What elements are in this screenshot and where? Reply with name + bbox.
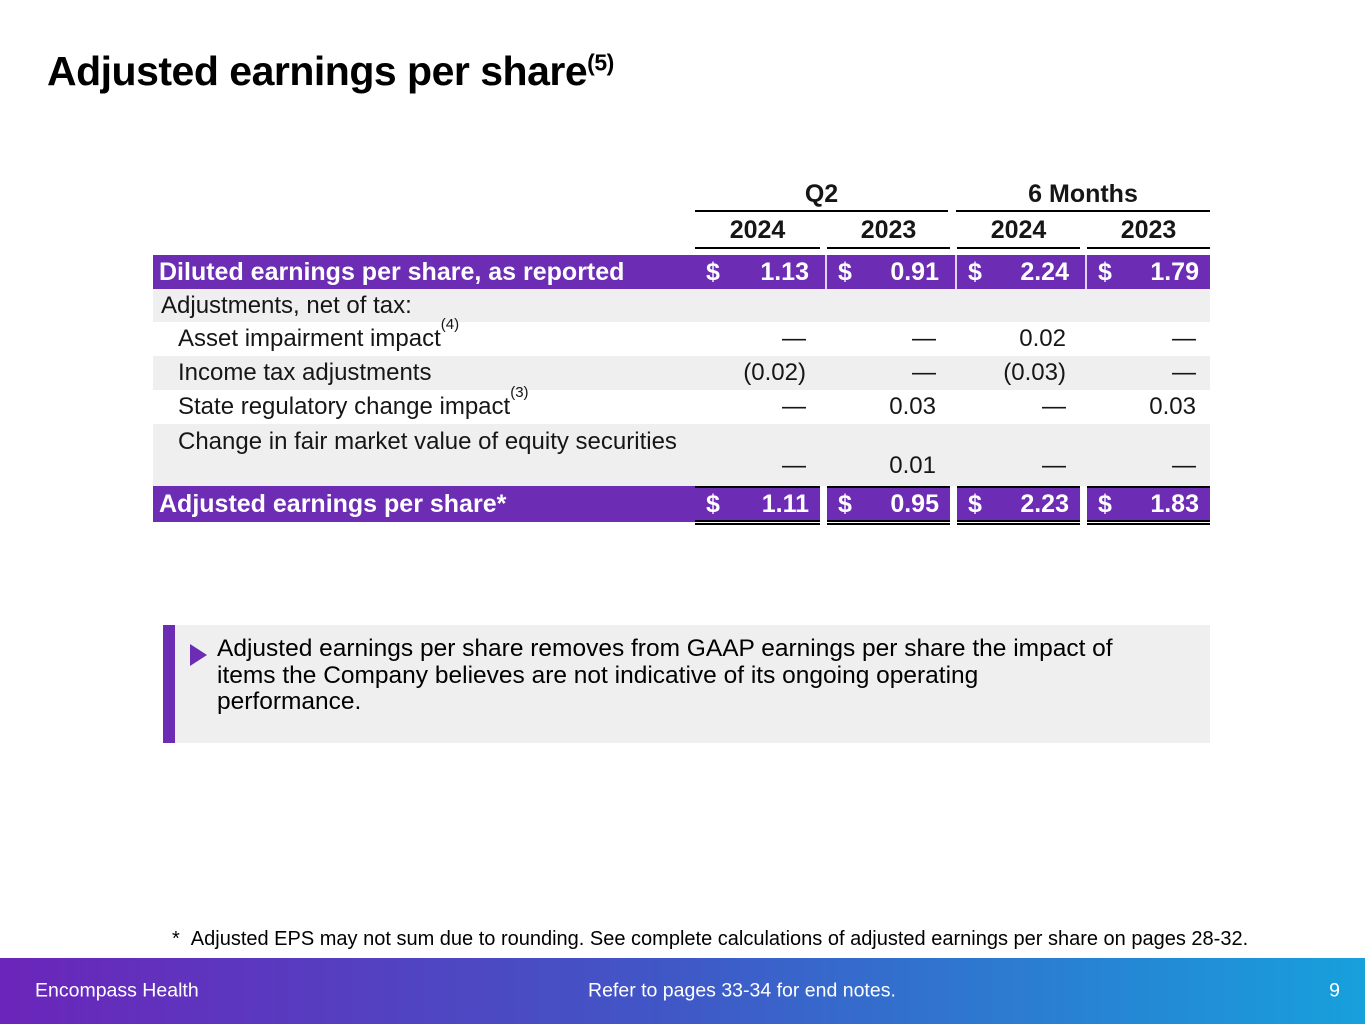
table-row-asset-impairment: Asset impairment impact (4) — — 0.02 — [153,316,1210,356]
cell-6m-2024: — [1042,452,1066,479]
table-header-groups: Q2 6 Months [153,180,1210,212]
cell-q2-2023: 0.03 [889,393,936,420]
cell-6m-2024: $2.23 [957,486,1080,525]
dollar-sign: $ [706,489,720,518]
cell-6m-2023: 0.03 [1149,393,1196,420]
table-body: Diluted earnings per share, as reported … [153,255,1210,525]
footer-endnotes-reference: Refer to pages 33-34 for end notes. [588,979,896,1002]
cell-6m-2024: (0.03) [1003,359,1066,386]
row-label: Income tax adjustments [178,359,432,386]
table-row-income-tax: Income tax adjustments (0.02) — (0.03) — [153,356,1210,390]
cell-value: 1.13 [760,257,809,286]
cell-q2-2024: — [782,325,806,352]
cell-value: 1.83 [1150,489,1199,518]
title-endnote-superscript: (5) [587,49,614,76]
row-label: Change in fair market value of equity se… [178,428,677,455]
page-title: Adjusted earnings per share(5) [47,48,614,95]
callout-text-line: items the Company believes are not indic… [217,661,979,689]
cell-q2-2024: $1.13 [695,255,820,289]
cell-value: 0.95 [890,489,939,518]
dollar-sign: $ [1098,257,1112,286]
cell-q2-2023: 0.01 [889,452,936,479]
cell-6m-2024: $2.24 [955,255,1080,289]
footnote-asterisk: * [172,928,180,950]
row-label-text: State regulatory change impact [178,393,511,420]
cell-q2-2023: — [912,325,936,352]
header-spacer [153,213,695,249]
table-header-years: 2024 2023 2024 2023 [153,213,1210,249]
year-6m-2024: 2024 [957,213,1080,249]
cell-value: 2.24 [1020,257,1069,286]
cell-q2-2023: $0.95 [827,486,950,525]
page-title-text: Adjusted earnings per share [47,48,588,94]
cell-q2-2024: — [782,393,806,420]
table-row-adjustments-header: Adjustments, net of tax: [153,289,1210,322]
triangle-bullet-icon [190,644,207,666]
dollar-sign: $ [1098,489,1112,518]
footnote-text: Adjusted EPS may not sum due to rounding… [190,928,1249,950]
dollar-sign: $ [968,489,982,518]
cell-q2-2023: — [912,359,936,386]
cell-6m-2023: — [1172,325,1196,352]
cell-6m-2024: — [1042,393,1066,420]
eps-table: Q2 6 Months 2024 2023 2024 2023 Diluted … [153,180,1210,525]
cell-6m-2023: $1.79 [1085,255,1210,289]
footnote: * Adjusted EPS may not sum due to roundin… [172,928,1248,951]
row-label-text: Asset impairment impact [178,325,441,352]
header-spacer [153,180,695,212]
row-label: Asset impairment impact (4) [178,316,460,352]
year-q2-2023: 2023 [827,213,950,249]
company-name: Encompass Health [35,979,199,1002]
cell-q2-2024: (0.02) [743,359,806,386]
cell-q2-2023: $0.91 [825,255,950,289]
page-number: 9 [1329,979,1340,1002]
cell-q2-2024: — [782,452,806,479]
cell-6m-2024: 0.02 [1019,325,1066,352]
cell-6m-2023: — [1172,359,1196,386]
footer-bar: Encompass Health Refer to pages 33-34 fo… [0,958,1365,1024]
table-row-fair-market-value: Change in fair market value of equity se… [153,424,1210,486]
cell-6m-2023: — [1172,452,1196,479]
dollar-sign: $ [968,257,982,286]
table-row-state-regulatory: State regulatory change impact (3) — 0.03… [153,384,1210,424]
cell-value: 2.23 [1020,489,1069,518]
col-group-q2: Q2 [695,180,948,212]
cell-6m-2023: $1.83 [1087,486,1210,525]
cell-value: 0.91 [890,257,939,286]
callout: Adjusted earnings per share removes from… [163,625,1210,743]
dollar-sign: $ [838,489,852,518]
row-label: Diluted earnings per share, as reported [159,257,625,286]
row-label: Adjustments, net of tax: [161,291,412,319]
row-label: Adjusted earnings per share* [153,486,695,522]
year-6m-2023: 2023 [1087,213,1210,249]
cell-q2-2024: $1.11 [695,486,820,525]
callout-text-line: performance. [217,688,362,715]
callout-accent-bar [163,625,175,743]
dollar-sign: $ [838,257,852,286]
table-row-adjusted-eps: Adjusted earnings per share* $1.11 $0.95… [153,486,1210,525]
callout-text-line: Adjusted earnings per share removes from… [217,635,1113,662]
col-group-6months: 6 Months [956,180,1210,212]
dollar-sign: $ [706,257,720,286]
year-q2-2024: 2024 [695,213,820,249]
table-row-diluted-eps: Diluted earnings per share, as reported … [153,255,1210,289]
cell-value: 1.11 [761,489,809,518]
row-label: State regulatory change impact (3) [178,384,529,420]
callout-box: Adjusted earnings per share removes from… [175,625,1210,743]
cell-value: 1.79 [1150,257,1199,286]
